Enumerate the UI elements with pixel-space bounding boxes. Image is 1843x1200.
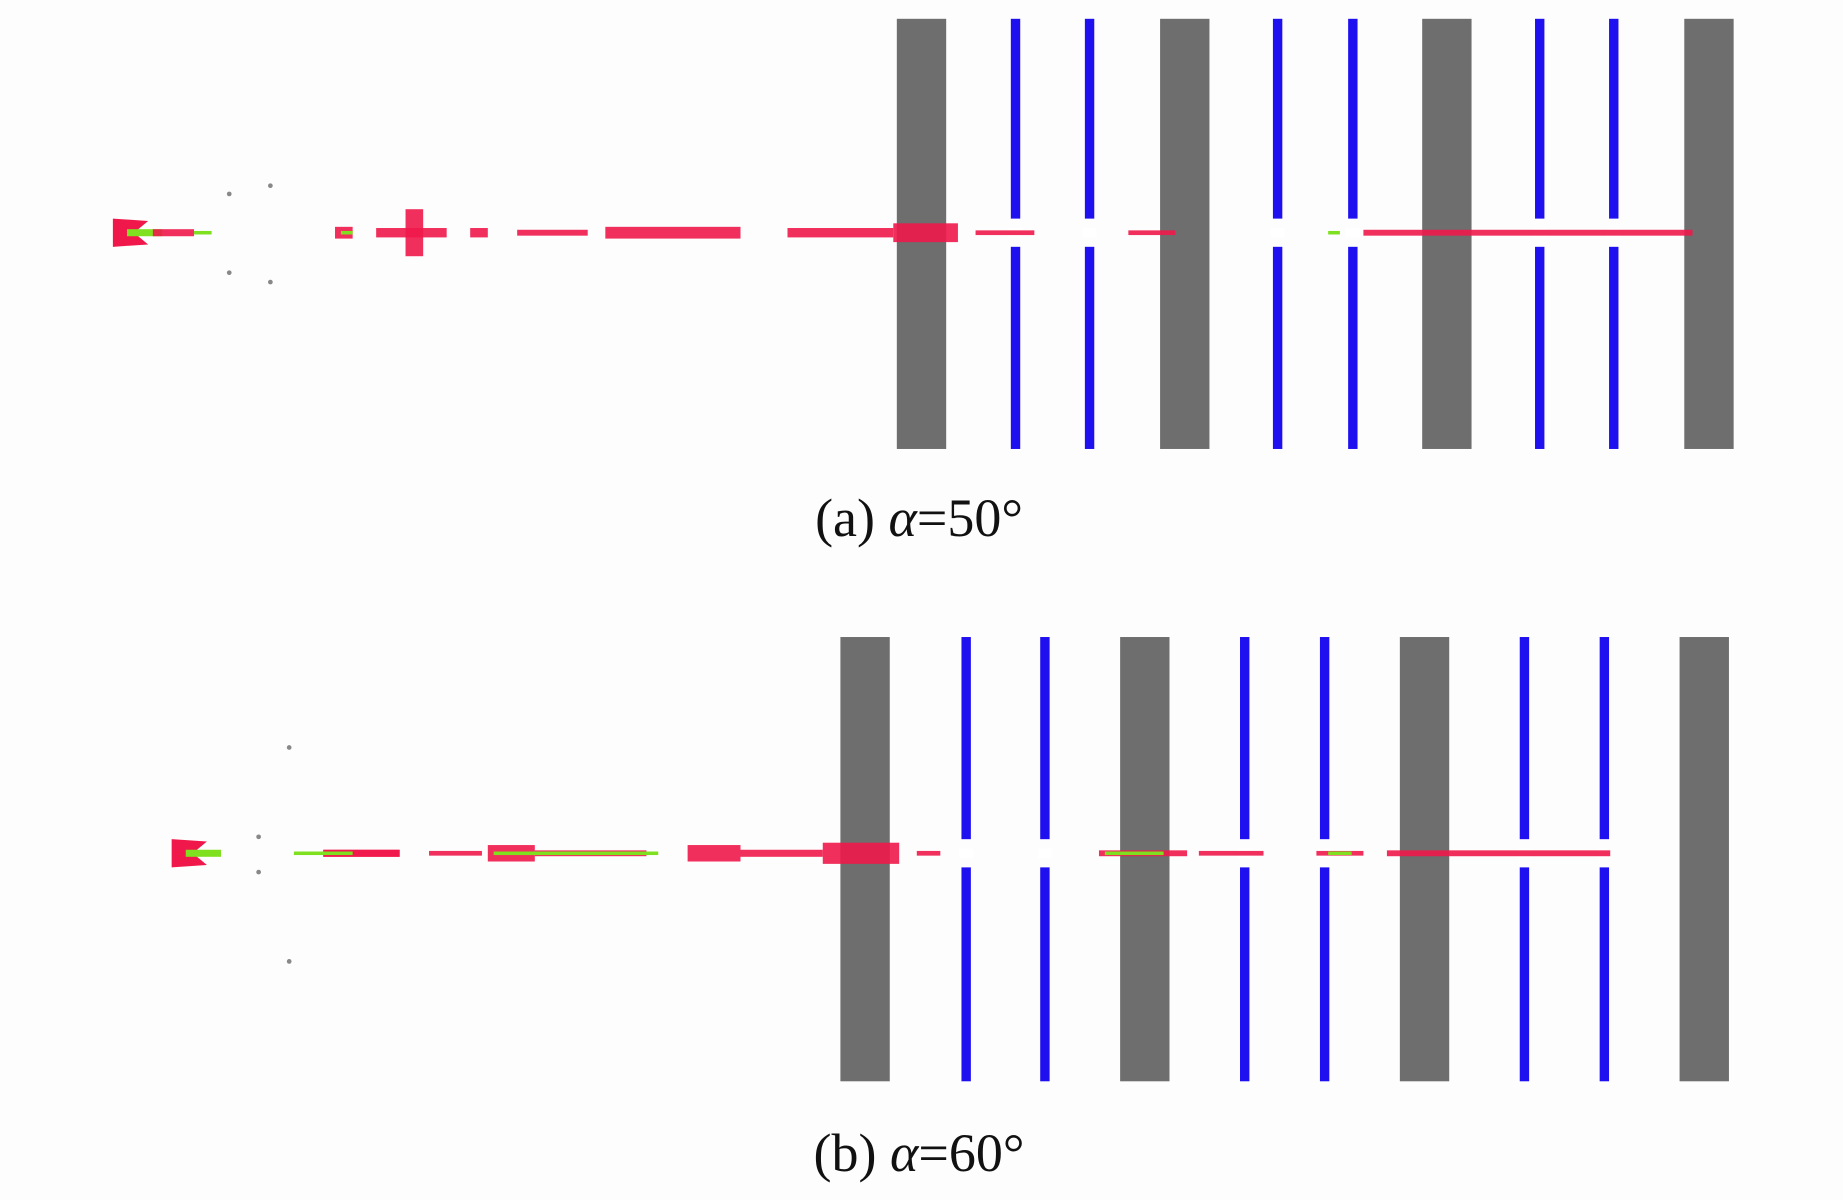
jet-segment [787,228,894,238]
debris-particle [256,834,261,840]
thin-plate-upper [1272,18,1283,219]
thin-plate-upper [1535,18,1545,219]
jet-core-tip [185,849,222,857]
jet-segment [605,226,741,239]
thin-plate-lower [1348,246,1358,449]
jet-segment [1198,850,1264,856]
debris-particle [226,270,232,276]
debris-particle [256,869,261,875]
debris-particle [226,191,232,197]
jet-segment [975,230,1035,236]
caption-a-value: =50° [916,488,1023,548]
panel-b [171,637,1729,1082]
jet-segment [405,209,424,257]
thick-plate [1120,637,1170,1082]
thin-plate-upper [961,637,971,840]
thin-plate-lower [1609,246,1619,449]
jet-segment [893,223,958,243]
jet-segment [429,850,482,856]
debris-particle [268,183,273,189]
jet-core-segment [193,230,212,235]
debris-particle [286,959,292,964]
thin-plate-lower [1599,867,1610,1082]
thin-plate-lower [1519,867,1530,1082]
jet-segment [1363,229,1693,236]
thin-plate-lower [1240,867,1250,1082]
thin-plate-upper [1084,18,1095,219]
jet-core-segment [1104,851,1164,856]
caption-a-label: (a) [815,488,876,548]
jet-segment [740,849,823,857]
thick-plate [1399,637,1450,1082]
thin-plate-lower [1040,867,1050,1082]
jet-core-segment [493,851,659,856]
thin-plate-lower [1319,867,1330,1082]
thin-plate-upper [1240,637,1250,840]
thin-plate-lower [1272,246,1283,449]
perforation-hole [1345,228,1360,238]
thin-plate-upper [1348,18,1358,219]
jet-segment [822,842,900,864]
caption-a: (a) α=50° [815,487,1023,549]
thin-plate-lower [1084,246,1095,449]
caption-b: (b) α=60° [814,1122,1025,1184]
jet-segment [323,849,400,857]
thick-plate [1679,637,1729,1082]
jet-core-segment [340,230,353,235]
thin-plate-lower [1535,246,1545,449]
jet-core-segment [1328,230,1340,235]
thin-plate-upper [1519,637,1530,840]
perforation-hole [1037,848,1052,858]
caption-a-symbol: α [888,488,917,548]
caption-b-value: =60° [918,1123,1025,1183]
jet-segment [517,229,588,236]
jet-segment [1128,230,1176,236]
jet-segment [152,229,194,237]
jet-segment [687,845,741,862]
caption-b-symbol: α [890,1123,919,1183]
thin-plate-upper [1609,18,1619,219]
perforation-hole [1082,228,1097,238]
thin-plate-upper [1599,637,1610,840]
panel-a [112,18,1734,449]
jet-core-segment [1328,851,1352,856]
debris-particle [268,279,273,285]
jet-core-tip [126,229,163,237]
thin-plate-lower [961,867,971,1082]
caption-b-label: (b) [813,1123,877,1183]
jet-segment [1386,850,1611,857]
jet-segment [470,228,488,238]
perforation-hole [959,848,974,858]
thin-plate-upper [1319,637,1330,840]
debris-particle [286,745,292,750]
thin-plate-upper [1010,18,1021,219]
thin-plate-upper [1040,637,1050,840]
jet-core-segment [293,851,353,856]
thin-plate-lower [1010,246,1021,449]
jet-segment [916,850,941,856]
perforation-hole [1270,228,1285,238]
